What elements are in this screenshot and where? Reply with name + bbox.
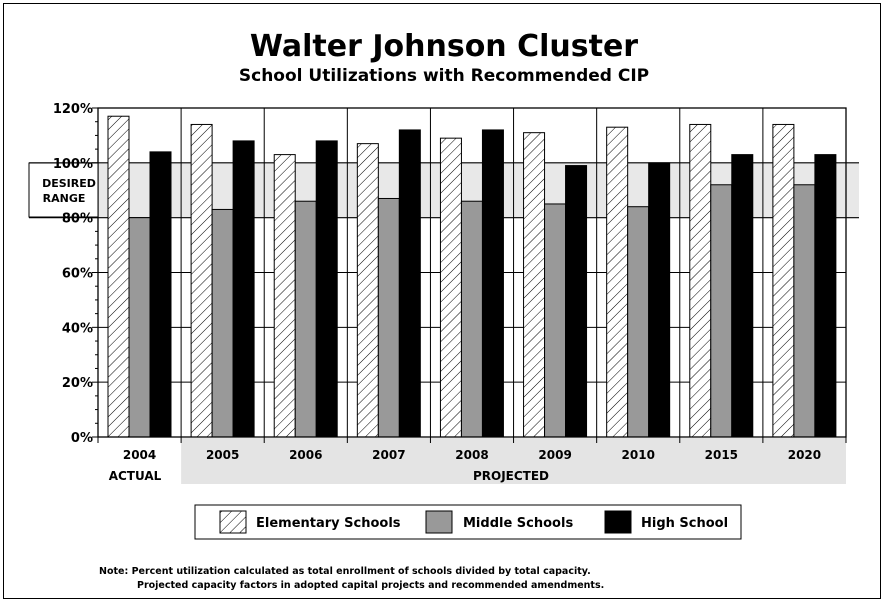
bar-middle-2020 <box>793 184 816 438</box>
y-tick-label: 120% <box>53 102 93 117</box>
legend-swatch-elementary <box>219 510 247 534</box>
bar-high-2010 <box>648 162 671 438</box>
bar-elementary-2004 <box>107 115 130 438</box>
note-line-2: Projected capacity factors in adopted ca… <box>137 580 604 591</box>
legend-label-high: High School <box>641 516 728 531</box>
x-tick-label-2007: 2007 <box>372 448 405 462</box>
bar-elementary-2009 <box>523 132 546 438</box>
x-tick-label-2006: 2006 <box>289 448 322 462</box>
x-tick-labels: 2004 2005 2006 2007 2008 2009 2010 2015 2020 <box>123 448 821 462</box>
legend-swatch-middle <box>425 510 453 534</box>
y-tick-label: 0% <box>71 431 93 446</box>
bar-high-2009 <box>565 165 588 438</box>
y-tick-label: 60% <box>62 267 93 282</box>
bar-middle-2006 <box>294 200 317 438</box>
x-tick-label-2010: 2010 <box>622 448 655 462</box>
y-tick-label: 100% <box>53 157 93 172</box>
legend-label-middle: Middle Schools <box>463 516 573 531</box>
y-tick-label: 80% <box>62 212 93 227</box>
chart-subtitle: School Utilizations with Recommended CIP <box>239 66 649 86</box>
bar-high-2020 <box>814 154 837 438</box>
x-tick-label-2004: 2004 <box>123 448 156 462</box>
bar-middle-2004 <box>128 217 151 438</box>
bar-middle-2008 <box>460 200 483 438</box>
desired-range-label: DESIRED RANGE <box>28 162 99 218</box>
bar-high-2007 <box>398 129 421 438</box>
bar-elementary-2010 <box>606 126 629 438</box>
bar-elementary-2020 <box>772 123 795 438</box>
chart-frame <box>3 3 881 599</box>
bar-high-2004 <box>149 151 172 438</box>
bar-high-2008 <box>481 129 504 438</box>
bar-middle-2007 <box>377 197 400 438</box>
bar-middle-2009 <box>544 203 567 438</box>
bar-middle-2015 <box>710 184 733 438</box>
legend-swatch-high <box>604 510 632 534</box>
bar-elementary-2005 <box>190 123 213 438</box>
x-tick-label-2008: 2008 <box>455 448 488 462</box>
bars-layer <box>107 115 837 438</box>
bar-high-2006 <box>315 140 338 438</box>
desired-range-label-line2: RANGE <box>43 192 86 205</box>
x-tick-label-2020: 2020 <box>788 448 821 462</box>
x-tick-label-2009: 2009 <box>538 448 571 462</box>
bar-high-2005 <box>232 140 255 438</box>
y-tick-labels: 0% 20% 40% 60% 80% 100% 120% <box>53 102 93 446</box>
chart-title: Walter Johnson Cluster <box>250 29 638 64</box>
bar-middle-2005 <box>211 208 234 438</box>
desired-range-label-line1: DESIRED <box>42 177 96 190</box>
legend-label-elementary: Elementary Schools <box>256 516 401 531</box>
group-label-projected: PROJECTED <box>473 469 549 483</box>
note-line-1: Note: Percent utilization calculated as … <box>99 566 591 577</box>
bar-high-2015 <box>731 154 754 438</box>
bar-elementary-2015 <box>689 123 712 438</box>
group-label-actual: ACTUAL <box>109 469 162 483</box>
projected-axis-band <box>181 438 847 484</box>
plot-frame <box>97 107 847 438</box>
bar-elementary-2007 <box>356 143 379 438</box>
y-tick-label: 40% <box>62 321 93 336</box>
x-tick-label-2015: 2015 <box>705 448 738 462</box>
bar-elementary-2006 <box>273 154 296 438</box>
x-tick-label-2005: 2005 <box>206 448 239 462</box>
bar-middle-2010 <box>627 206 650 438</box>
bar-elementary-2008 <box>439 137 462 438</box>
y-tick-label: 20% <box>62 376 93 391</box>
legend: Elementary Schools Middle Schools High S… <box>194 504 742 540</box>
